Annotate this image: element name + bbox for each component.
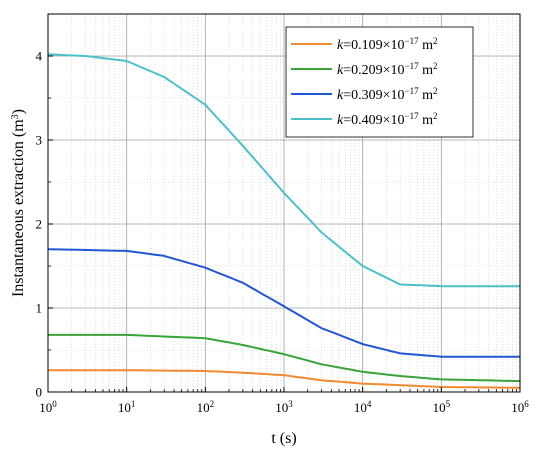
legend-k: k bbox=[337, 63, 344, 78]
y-tick-label: 1 bbox=[36, 301, 43, 316]
legend-unit-exp: 2 bbox=[433, 111, 438, 121]
x-tick-label-exp: 1 bbox=[131, 399, 136, 409]
x-tick-label: 106 bbox=[511, 399, 529, 415]
y-tick-label: 4 bbox=[36, 49, 43, 64]
y-axis-label: Instantaneous extraction (m3) bbox=[10, 109, 28, 297]
series-line-1 bbox=[48, 369, 521, 389]
x-tick-label: 103 bbox=[275, 399, 293, 415]
legend-main: =0.309×10 bbox=[343, 88, 404, 103]
y-axis: 0 1 2 3 4 bbox=[36, 49, 53, 400]
legend-exp: −17 bbox=[405, 111, 420, 121]
x-tick-label-exp: 4 bbox=[367, 399, 372, 409]
y-tick-label: 3 bbox=[36, 133, 43, 148]
y-tick-label: 2 bbox=[36, 217, 43, 232]
legend-label-1: k=0.109×10−17 m2 bbox=[337, 36, 437, 53]
x-tick-label-base: 10 bbox=[275, 400, 288, 415]
legend-exp: −17 bbox=[405, 61, 420, 71]
y-axis-label-main: Instantaneous extraction (m bbox=[10, 119, 27, 297]
legend-k: k bbox=[337, 38, 344, 53]
legend-label-4: k=0.409×10−17 m2 bbox=[337, 111, 437, 128]
y-axis-label-sup: 3 bbox=[10, 114, 21, 119]
legend-unit-exp: 2 bbox=[433, 86, 438, 96]
x-tick-label-base: 10 bbox=[39, 400, 52, 415]
x-axis-label: t (s) bbox=[271, 430, 296, 447]
x-axis: 100 101 102 103 104 105 106 bbox=[39, 387, 529, 415]
series-lines bbox=[47, 53, 521, 389]
x-tick-label: 100 bbox=[39, 399, 57, 415]
x-tick-label: 102 bbox=[197, 399, 215, 415]
x-tick-label-base: 10 bbox=[511, 400, 524, 415]
series-line-4 bbox=[47, 53, 520, 288]
series-line-3 bbox=[47, 248, 520, 358]
legend-exp: −17 bbox=[405, 86, 420, 96]
x-tick-label-exp: 0 bbox=[52, 399, 57, 409]
legend-unit: m bbox=[419, 88, 434, 103]
legend-k: k bbox=[337, 88, 344, 103]
x-tick-label-exp: 2 bbox=[210, 399, 215, 409]
x-tick-label-base: 10 bbox=[433, 400, 446, 415]
legend-main: =0.109×10 bbox=[343, 38, 404, 53]
x-tick-label: 101 bbox=[118, 399, 135, 415]
legend-exp: −17 bbox=[405, 36, 420, 46]
legend-unit-exp: 2 bbox=[433, 61, 438, 71]
x-tick-label-base: 10 bbox=[197, 400, 210, 415]
y-tick-label: 0 bbox=[36, 385, 43, 400]
y-axis-label-close: ) bbox=[10, 109, 27, 114]
x-tick-label: 104 bbox=[354, 399, 372, 415]
x-tick-label-base: 10 bbox=[354, 400, 367, 415]
series-line-2 bbox=[48, 333, 521, 383]
legend-main: =0.409×10 bbox=[343, 113, 404, 128]
legend-unit: m bbox=[419, 38, 434, 53]
x-tick-label-exp: 5 bbox=[446, 399, 451, 409]
legend-unit: m bbox=[419, 63, 434, 78]
x-tick-label: 105 bbox=[433, 399, 451, 415]
legend-unit-exp: 2 bbox=[433, 36, 438, 46]
legend-k: k bbox=[337, 113, 344, 128]
legend-unit: m bbox=[419, 113, 434, 128]
x-tick-label-exp: 3 bbox=[288, 399, 293, 409]
legend-label-3: k=0.309×10−17 m2 bbox=[337, 86, 437, 103]
grid bbox=[47, 14, 521, 392]
legend-main: =0.209×10 bbox=[343, 63, 404, 78]
x-tick-label-base: 10 bbox=[118, 400, 131, 415]
legend-label-2: k=0.209×10−17 m2 bbox=[337, 61, 437, 78]
x-tick-label-exp: 6 bbox=[524, 399, 529, 409]
legend: k=0.109×10−17 m2k=0.209×10−17 m2k=0.309×… bbox=[285, 26, 474, 138]
